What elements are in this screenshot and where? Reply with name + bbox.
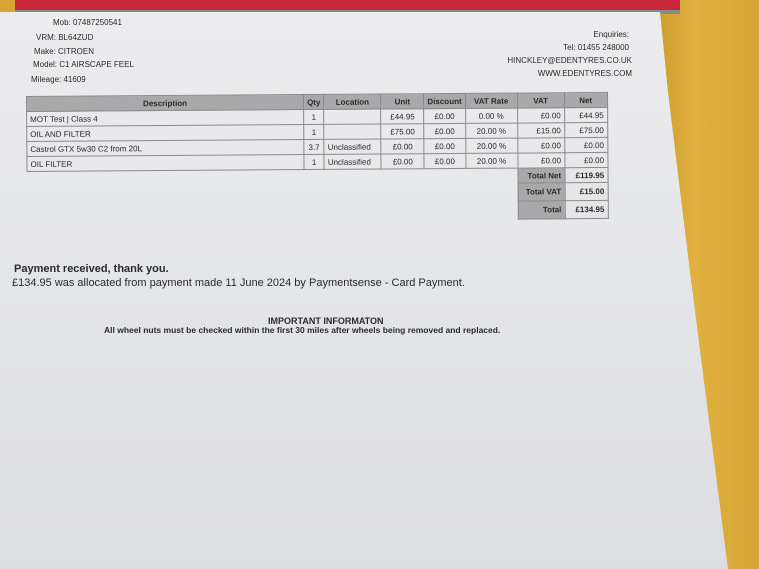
cell-vat-rate: 20.00 % [465,153,518,169]
col-unit: Unit [380,93,424,110]
cell-location [324,124,382,140]
red-band [15,0,680,14]
company-enquiries: Enquiries: [593,30,629,39]
total-net-value: £119.95 [564,167,608,183]
cell-vat: £0.00 [517,107,565,124]
cell-qty: 1 [303,124,325,140]
total-vat-label: Total VAT [517,182,565,202]
cell-net: £75.00 [564,122,608,138]
payment-detail: £134.95 was allocated from payment made … [12,277,465,289]
payment-heading: Payment received, thank you. [14,263,169,275]
notice-text: All wheel nuts must be checked within th… [104,325,501,335]
col-vat: VAT [517,92,565,109]
cell-discount: £0.00 [424,123,466,139]
cell-unit: £0.00 [381,153,425,170]
cell-net: £0.00 [564,137,608,153]
cell-discount: £0.00 [423,108,466,124]
invoice-table: Description Qty Location Unit Discount V… [26,92,608,223]
cell-vat-rate: 20.00 % [465,123,518,139]
cell-unit: £44.95 [380,108,425,125]
cell-net: £0.00 [564,152,608,168]
customer-mileage: Mileage: 41609 [31,75,86,84]
total-net-label: Total Net [517,167,565,184]
customer-model: Model: C1 AIRSCAPE FEEL [33,60,134,69]
customer-make: Make: CITROEN [34,47,95,56]
cell-vat: £0.00 [517,137,565,154]
col-qty: Qty [303,94,324,110]
cell-unit: £75.00 [381,123,425,140]
col-net: Net [564,92,608,108]
cell-location [323,109,382,125]
total-label: Total [517,200,565,220]
cell-qty: 3.7 [303,139,325,155]
cell-vat-rate: 20.00 % [465,138,518,154]
cell-vat-rate: 0.00 % [465,108,518,124]
total-row: Total £134.95 [27,200,608,222]
cell-discount: £0.00 [424,153,466,169]
cell-qty: 1 [303,109,325,125]
cell-discount: £0.00 [424,138,466,154]
cell-vat: £15.00 [517,122,565,139]
customer-vrm: VRM: BL64ZUD [36,33,94,42]
col-vat-rate: VAT Rate [465,93,518,109]
cell-location: Unclassified [324,139,382,155]
company-email: HINCKLEY@EDENTYRES.CO.UK [507,56,632,65]
cell-unit: £0.00 [381,138,425,155]
cell-vat: £0.00 [517,152,565,169]
col-discount: Discount [423,93,466,109]
cell-qty: 1 [303,154,325,170]
cell-net: £44.95 [564,107,608,123]
total-value: £134.95 [564,200,608,219]
company-tel: Tel: 01455 248000 [563,43,629,52]
company-web: WWW.EDENTYRES.COM [537,69,632,78]
col-location: Location [323,94,381,110]
customer-mob: Mob: 07487250541 [53,18,122,27]
notice-heading: IMPORTANT INFORMATON [268,316,384,326]
total-vat-value: £15.00 [564,182,608,201]
cell-location: Unclassified [324,154,382,170]
